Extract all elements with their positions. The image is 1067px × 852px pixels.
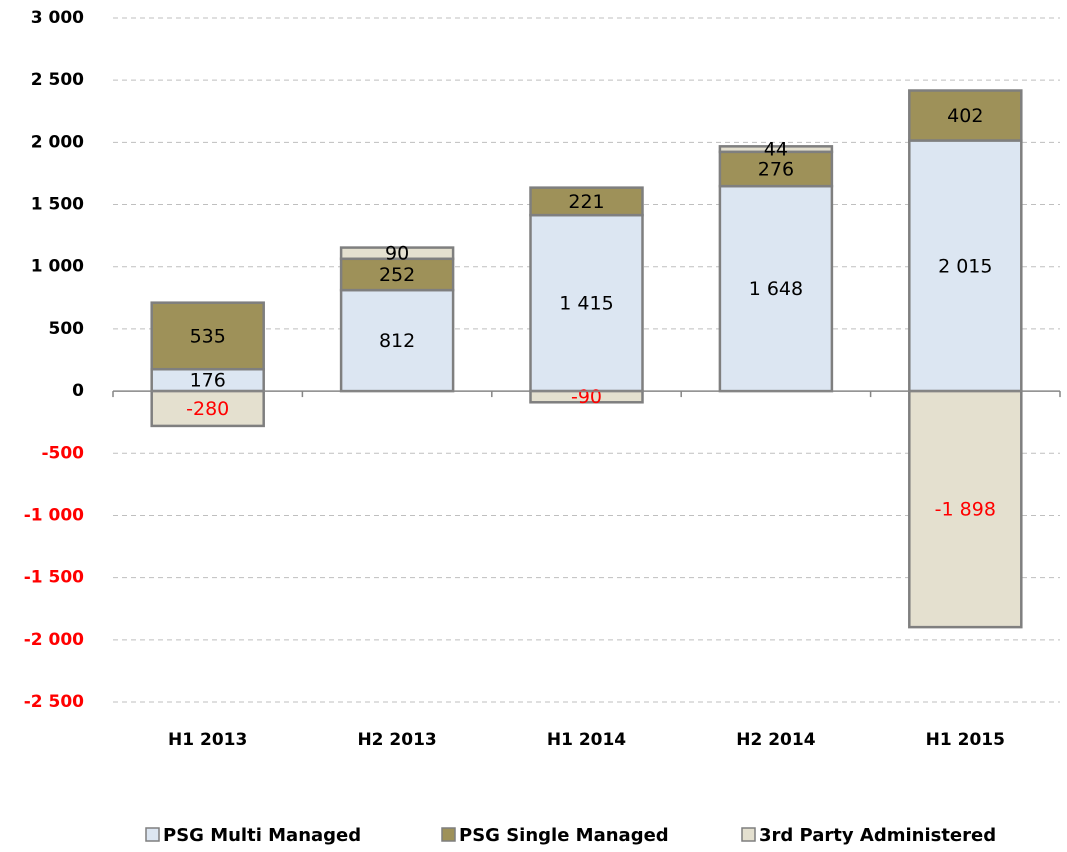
data-label: 402 (947, 105, 983, 127)
bar-segment (718, 150, 834, 188)
y-tick-label: -1 000 (24, 505, 84, 525)
data-label: 1 415 (559, 293, 613, 315)
y-tick-label: 1 000 (31, 257, 84, 277)
bar-segment (718, 145, 834, 154)
data-label: 276 (758, 158, 794, 180)
bar-segment (150, 389, 265, 428)
data-label: -90 (571, 386, 602, 408)
legend-label: 3rd Party Administered (759, 825, 996, 846)
bar-segment (339, 257, 455, 292)
data-label: 2 015 (938, 255, 992, 277)
x-tick-label: H1 2014 (547, 730, 626, 750)
y-tick-label: -2 500 (24, 692, 84, 712)
data-label: 1 648 (749, 278, 803, 300)
y-tick-label: -2 000 (24, 630, 84, 650)
legend-label: PSG Single Managed (459, 825, 669, 846)
data-label: 812 (379, 330, 415, 352)
y-tick-label: 0 (72, 381, 84, 401)
bar-segment (529, 213, 644, 393)
y-tick-label: -1 500 (24, 568, 84, 588)
bar-segment (150, 301, 265, 371)
data-label: 176 (190, 370, 226, 392)
data-label: 221 (568, 191, 604, 213)
bar-segment (908, 89, 1023, 142)
bar-segment (908, 389, 1023, 629)
bar-segment (718, 184, 834, 393)
legend-swatch (145, 827, 160, 842)
y-tick-label: 2 000 (31, 132, 84, 152)
y-tick-label: 500 (49, 319, 85, 339)
data-label: 44 (764, 139, 788, 161)
y-tick-label: -500 (41, 443, 84, 463)
legend-swatch (741, 827, 756, 842)
data-label: 535 (190, 325, 226, 347)
y-tick-label: 3 000 (31, 8, 84, 28)
x-tick-label: H1 2015 (926, 730, 1005, 750)
data-label: 252 (379, 264, 415, 286)
data-label: -1 898 (935, 499, 996, 521)
data-label: 90 (385, 243, 409, 265)
bar-segment (529, 186, 644, 217)
data-label: -280 (186, 398, 229, 420)
y-tick-label: 2 500 (31, 70, 84, 90)
legend-label: PSG Multi Managed (163, 825, 361, 846)
y-tick-label: 1 500 (31, 195, 84, 215)
x-tick-label: H2 2013 (357, 730, 436, 750)
x-tick-label: H2 2014 (736, 730, 815, 750)
legend-swatch (441, 827, 456, 842)
x-tick-label: H1 2013 (168, 730, 247, 750)
bar-segment (339, 246, 455, 261)
bar-segment (339, 288, 455, 393)
